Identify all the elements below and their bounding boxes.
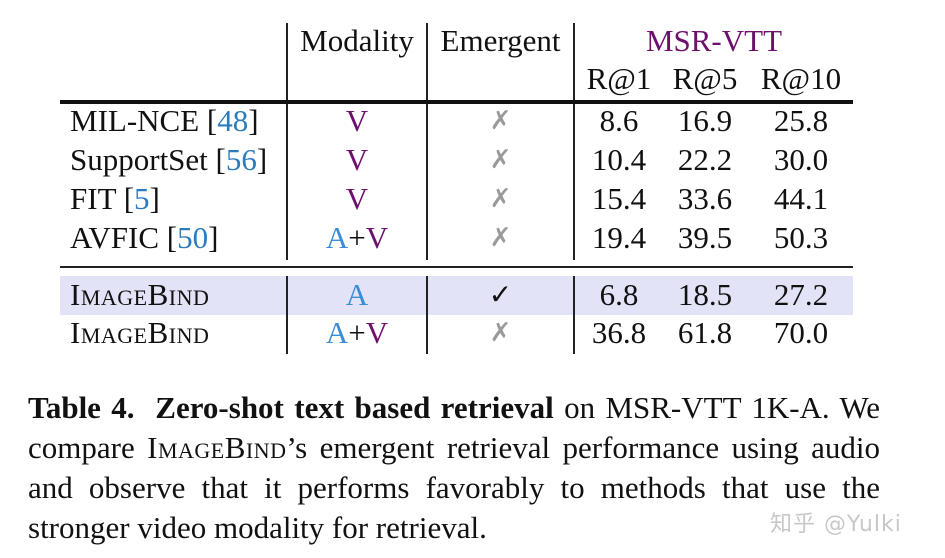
column-divider-3b [573,102,575,260]
method-name: AVFIC [50] [70,220,219,255]
column-divider-2b [426,102,428,260]
r1-value: 36.8 [591,315,647,350]
r5-value: 33.6 [677,181,733,216]
citation-link[interactable]: 48 [217,103,249,138]
header-dataset: MSR-VTT [645,23,783,58]
citation-link[interactable]: 56 [225,142,257,177]
column-divider-3c [573,276,575,354]
column-divider-1c [286,276,288,354]
r10-value: 70.0 [773,315,829,350]
mid-rule [60,266,853,268]
method-name: ImageBind [70,277,210,312]
method-name: FIT [5] [70,181,160,216]
modality-cell: A+V [325,315,389,350]
caption-label: Table 4. [28,390,135,425]
watermark: 知乎 @Yulki [770,512,902,537]
method-name: ImageBind [70,315,210,350]
header-r1: R@1 [586,61,652,96]
header-emergent: Emergent [440,23,561,58]
r5-value: 16.9 [677,103,733,138]
column-divider-3 [573,23,575,100]
r5-value: 61.8 [677,315,733,350]
r1-value: 6.8 [599,277,639,312]
cross-icon: ✗ [489,184,512,214]
header-rule [60,100,853,104]
modality-cell: V [345,181,369,216]
highlight-row-band [60,276,853,315]
r5-value: 39.5 [677,220,733,255]
modality-cell: A+V [325,220,389,255]
header-modality: Modality [300,23,414,58]
r10-value: 27.2 [773,277,829,312]
header-r5: R@5 [672,61,738,96]
method-name: SupportSet [56] [70,142,268,177]
check-icon: ✓ [488,278,513,311]
r10-value: 25.8 [773,103,829,138]
caption-text-2: ’s emergent retrieval performance using … [28,430,881,545]
column-divider-2 [426,23,428,100]
header-r10: R@10 [760,61,842,96]
method-name: MIL-NCE [48] [70,103,259,138]
r1-value: 15.4 [591,181,647,216]
caption-model-name: ImageBind [147,430,287,465]
citation-link[interactable]: 50 [177,220,209,255]
cross-icon: ✗ [489,106,512,136]
cross-icon: ✗ [489,145,512,175]
citation-link[interactable]: 5 [134,181,150,216]
cross-icon: ✗ [489,318,512,348]
r1-value: 10.4 [591,142,647,177]
r5-value: 22.2 [677,142,733,177]
caption-text-1: on MSR-VTT 1K-A. We compare [28,390,881,465]
r1-value: 8.6 [599,103,639,138]
r1-value: 19.4 [591,220,647,255]
column-divider-2c [426,276,428,354]
modality-cell: A [345,277,369,312]
cross-icon: ✗ [489,223,512,253]
table-caption: Table 4. Zero-shot text based retrieval … [28,388,880,548]
r5-value: 18.5 [677,277,733,312]
modality-cell: V [345,142,369,177]
caption-title: Zero-shot text based retrieval [155,390,554,425]
column-divider-1 [286,23,288,100]
modality-cell: V [345,103,369,138]
r10-value: 30.0 [773,142,829,177]
r10-value: 44.1 [773,181,829,216]
r10-value: 50.3 [773,220,829,255]
column-divider-1b [286,102,288,260]
